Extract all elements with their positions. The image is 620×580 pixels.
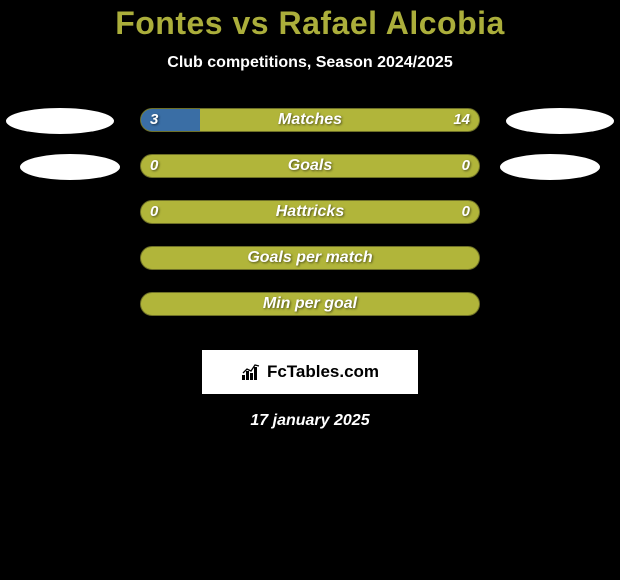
comparison-infographic: Fontes vs Rafael Alcobia Club competitio… (0, 0, 620, 430)
stat-value-right: 14 (453, 108, 470, 132)
subtitle: Club competitions, Season 2024/2025 (0, 54, 620, 72)
player-right-marker (506, 108, 614, 134)
stat-value-left: 0 (150, 200, 158, 224)
stat-value-left: 0 (150, 154, 158, 178)
barchart-icon (241, 363, 263, 381)
stat-row: Matches314 (0, 108, 620, 154)
stat-value-right: 0 (462, 200, 470, 224)
stat-bar-track (140, 108, 480, 132)
stat-bar-track (140, 292, 480, 316)
player-left-marker (6, 108, 114, 134)
stat-bar-track (140, 246, 480, 270)
logo: FcTables.com (241, 362, 379, 382)
date: 17 january 2025 (0, 412, 620, 430)
player-right-marker (500, 154, 600, 180)
stats-rows: Matches314Goals00Hattricks00Goals per ma… (0, 108, 620, 338)
stat-row: Goals per match (0, 246, 620, 292)
stat-value-right: 0 (462, 154, 470, 178)
stat-bar-track (140, 154, 480, 178)
stat-row: Min per goal (0, 292, 620, 338)
stat-row: Goals00 (0, 154, 620, 200)
logo-text: FcTables.com (267, 362, 379, 382)
page-title: Fontes vs Rafael Alcobia (0, 5, 620, 42)
player-left-marker (20, 154, 120, 180)
stat-row: Hattricks00 (0, 200, 620, 246)
logo-box: FcTables.com (202, 350, 418, 394)
stat-bar-track (140, 200, 480, 224)
stat-value-left: 3 (150, 108, 158, 132)
